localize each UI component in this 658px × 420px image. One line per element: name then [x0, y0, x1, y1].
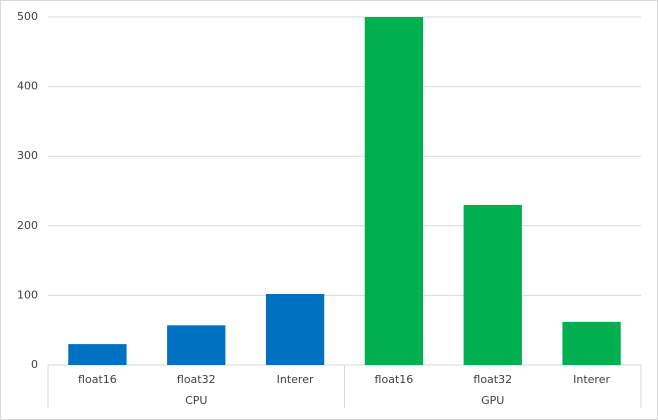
y-tick-label: 100 — [17, 288, 38, 301]
x-tick-label: float32 — [473, 373, 512, 386]
x-tick-label: float16 — [78, 373, 117, 386]
y-tick-label: 300 — [17, 149, 38, 162]
x-tick-label: float16 — [375, 373, 414, 386]
bar — [562, 321, 621, 365]
y-tick-label: 500 — [17, 10, 38, 23]
bar — [68, 344, 127, 365]
x-tick-label: float32 — [177, 373, 216, 386]
bar — [463, 204, 522, 365]
y-tick-label: 400 — [17, 80, 38, 93]
bar — [265, 294, 325, 365]
bar — [167, 325, 226, 365]
bar — [364, 17, 424, 365]
x-tick-label: Interer — [277, 373, 314, 386]
y-tick-label: 0 — [31, 358, 38, 371]
group-label: GPU — [481, 394, 504, 407]
y-tick-label: 200 — [17, 219, 38, 232]
group-label: CPU — [185, 394, 207, 407]
x-tick-label: Interer — [573, 373, 610, 386]
